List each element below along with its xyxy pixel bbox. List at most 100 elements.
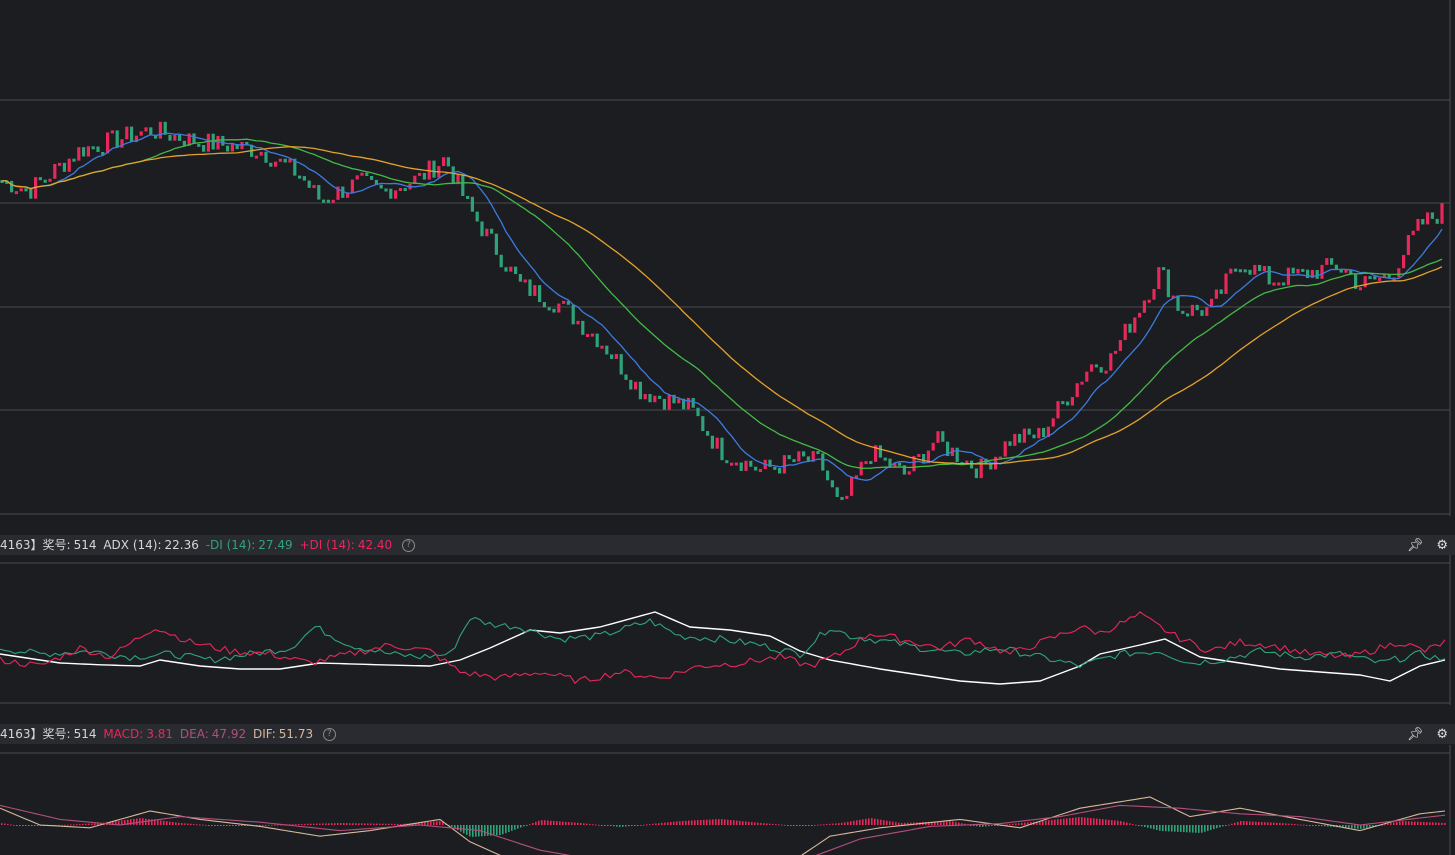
macd-histogram-bar	[517, 825, 519, 829]
macd-histogram-bar	[625, 825, 627, 827]
gear-icon[interactable]: ⚙	[1436, 727, 1448, 742]
macd-histogram-bar	[112, 821, 114, 825]
adx-chart-panel[interactable]	[0, 555, 1455, 705]
candle	[864, 461, 868, 465]
macd-histogram-bar	[766, 823, 768, 825]
macd-indicator-header: 4163】奖号: 514 MACD: 3.81 DEA: 47.92 DIF: 51.7…	[0, 724, 1455, 744]
plus-di-label: +DI (14):	[299, 538, 355, 552]
candle	[451, 166, 455, 185]
macd-histogram-bar	[1231, 823, 1233, 825]
macd-histogram-bar	[1054, 819, 1056, 825]
help-circle-icon[interactable]: ?	[402, 539, 415, 552]
candle	[1195, 304, 1199, 311]
macd-histogram-bar	[85, 823, 87, 825]
candle	[283, 158, 287, 163]
macd-histogram-bar	[157, 820, 159, 825]
candle	[302, 176, 306, 181]
macd-histogram-bar	[991, 825, 993, 826]
macd-histogram-bar	[931, 821, 933, 825]
macd-histogram-bar	[1117, 820, 1119, 825]
candle	[1334, 264, 1338, 270]
macd-histogram-bar	[511, 825, 513, 831]
macd-chart-panel[interactable]	[0, 745, 1455, 855]
macd-histogram-bar	[1024, 822, 1026, 825]
candle	[1171, 295, 1175, 299]
macd-histogram-bar	[1201, 825, 1203, 833]
macd-histogram-bar	[721, 819, 723, 825]
gear-icon[interactable]: ⚙	[1436, 538, 1448, 553]
macd-histogram-bar	[571, 822, 573, 825]
candle	[826, 470, 830, 481]
macd-histogram-bar	[1036, 821, 1038, 825]
candle	[1090, 364, 1094, 372]
price-chart-panel[interactable]	[0, 0, 1455, 516]
macd-histogram-bar	[1207, 825, 1209, 831]
macd-histogram-bar	[868, 818, 870, 825]
candle	[374, 179, 378, 185]
candle	[322, 199, 326, 203]
macd-histogram-bar	[895, 822, 897, 825]
macd-histogram-bar	[1369, 825, 1371, 828]
macd-histogram-bar	[943, 821, 945, 825]
macd-histogram-bar	[505, 825, 507, 834]
candle	[1339, 269, 1343, 273]
candle	[1046, 426, 1050, 438]
candle	[634, 381, 638, 390]
pin-icon[interactable]: 📌︎	[1406, 538, 1424, 553]
adx-chart[interactable]	[0, 555, 1455, 705]
macd-histogram-bar	[1096, 818, 1098, 825]
macd-histogram-bar	[727, 819, 729, 825]
macd-histogram-bar	[772, 823, 774, 825]
candle	[562, 300, 566, 304]
macd-histogram-bar	[244, 825, 246, 826]
macd-histogram-bar	[403, 823, 405, 825]
candle	[254, 155, 258, 159]
candle	[350, 179, 354, 193]
macd-histogram-bar	[622, 825, 624, 827]
macd-histogram-bar	[328, 823, 330, 825]
candle	[178, 134, 182, 141]
candle	[754, 466, 758, 471]
help-circle-icon[interactable]: ?	[322, 728, 336, 741]
candle	[600, 345, 604, 349]
candle	[202, 145, 206, 152]
macd-histogram-bar	[370, 823, 372, 825]
macd-histogram-bar	[658, 823, 660, 825]
macd-histogram-bar	[694, 820, 696, 825]
candle	[139, 131, 143, 136]
candle	[475, 211, 479, 222]
macd-histogram-bar	[1270, 822, 1272, 825]
candle	[624, 374, 628, 380]
macd-histogram-bar	[1330, 825, 1332, 827]
macd-histogram-bar	[223, 825, 225, 826]
indicator-line	[0, 616, 1446, 669]
candle	[1330, 258, 1334, 265]
macd-histogram-bar	[1165, 825, 1167, 832]
macd-histogram-bar	[1357, 825, 1359, 829]
macd-histogram-bar	[1084, 817, 1086, 825]
macd-histogram-bar	[331, 823, 333, 825]
macd-chart[interactable]	[0, 745, 1455, 855]
macd-histogram-bar	[1102, 819, 1104, 825]
candle	[1162, 267, 1166, 271]
macd-histogram-bar	[1303, 824, 1305, 826]
macd-histogram-bar	[229, 825, 231, 826]
candle	[768, 459, 772, 467]
candle	[1190, 304, 1194, 316]
price-chart[interactable]	[0, 0, 1455, 516]
macd-histogram-bar	[562, 821, 564, 825]
candle	[744, 460, 748, 471]
candle	[1435, 218, 1439, 224]
macd-histogram-bar	[313, 823, 315, 825]
macd-histogram-bar	[490, 825, 492, 836]
candle	[14, 191, 18, 195]
candle	[989, 463, 993, 470]
macd-histogram-bar	[1162, 825, 1164, 832]
candle	[1291, 267, 1295, 274]
macd-histogram-bar	[1060, 819, 1062, 825]
candle	[730, 462, 734, 466]
macd-histogram-bar	[778, 824, 780, 826]
macd-histogram-bar	[130, 819, 132, 825]
macd-histogram-bar	[604, 825, 606, 826]
pin-icon[interactable]: 📌︎	[1406, 727, 1424, 742]
